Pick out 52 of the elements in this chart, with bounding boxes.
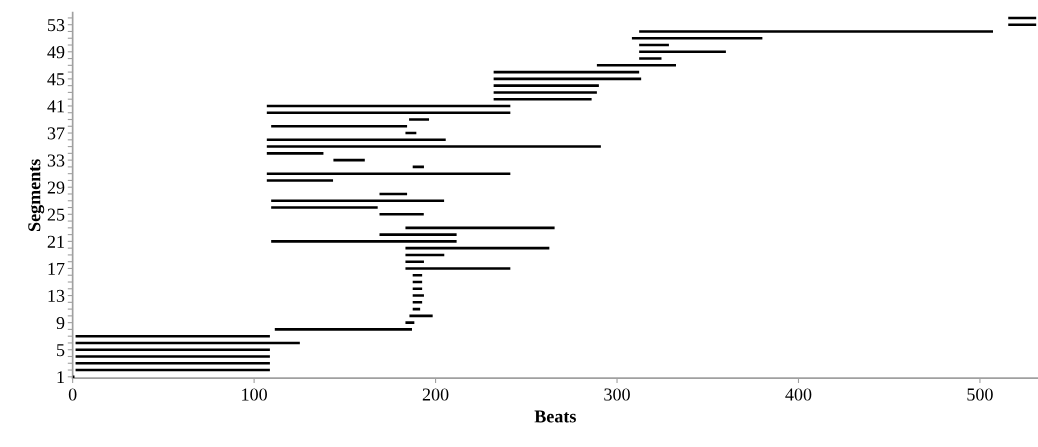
x-tick-label: 500 — [967, 388, 993, 401]
bar — [266, 172, 511, 175]
y-tick-label: 9 — [56, 316, 65, 330]
bar — [271, 199, 445, 203]
y-tick-label: 25 — [47, 208, 65, 221]
bar — [412, 294, 424, 297]
bar — [409, 118, 430, 121]
y-tick-label: 41 — [47, 100, 64, 113]
bar — [412, 273, 423, 277]
bar — [405, 267, 511, 270]
bar — [596, 64, 676, 67]
y-tick-label: 37 — [47, 127, 65, 140]
bar — [271, 206, 378, 209]
bar — [75, 355, 270, 358]
bar — [274, 328, 412, 331]
bar — [405, 260, 424, 263]
y-tick-label: 5 — [57, 344, 65, 357]
bar — [266, 111, 511, 115]
bar — [493, 84, 599, 87]
y-axis-title: Segments — [28, 159, 45, 231]
bar — [266, 152, 324, 155]
x-tick-label: 400 — [785, 388, 812, 401]
bar — [379, 233, 457, 236]
y-tick-label: 17 — [48, 262, 65, 275]
bar — [271, 124, 408, 128]
bar — [379, 213, 424, 216]
y-tick-label: 29 — [47, 181, 65, 194]
bar — [631, 36, 763, 40]
y-tick-label: 45 — [47, 73, 65, 86]
x-tick-label: 100 — [242, 388, 267, 401]
bar — [271, 240, 457, 243]
bar — [1008, 23, 1037, 26]
bar — [405, 321, 415, 324]
bar — [266, 145, 601, 148]
bar — [493, 91, 597, 94]
bar — [412, 301, 423, 304]
bar — [75, 348, 270, 352]
x-axis-title: Beats — [534, 410, 576, 423]
x-tick-label: 300 — [604, 388, 630, 401]
bar — [639, 30, 993, 33]
x-tick-label: 200 — [422, 388, 449, 401]
bar — [75, 361, 270, 365]
y-tick-label: 1 — [57, 371, 64, 384]
bar — [412, 287, 423, 291]
y-tick-label: 13 — [48, 289, 65, 302]
y-tick-label: 21 — [47, 235, 64, 248]
x-tick-label: 0 — [68, 388, 77, 401]
y-tick-label: 33 — [47, 154, 65, 167]
y-tick-label: 49 — [47, 46, 65, 59]
bar — [639, 57, 662, 60]
y-tick-label: 53 — [48, 19, 65, 32]
bar — [266, 179, 334, 182]
